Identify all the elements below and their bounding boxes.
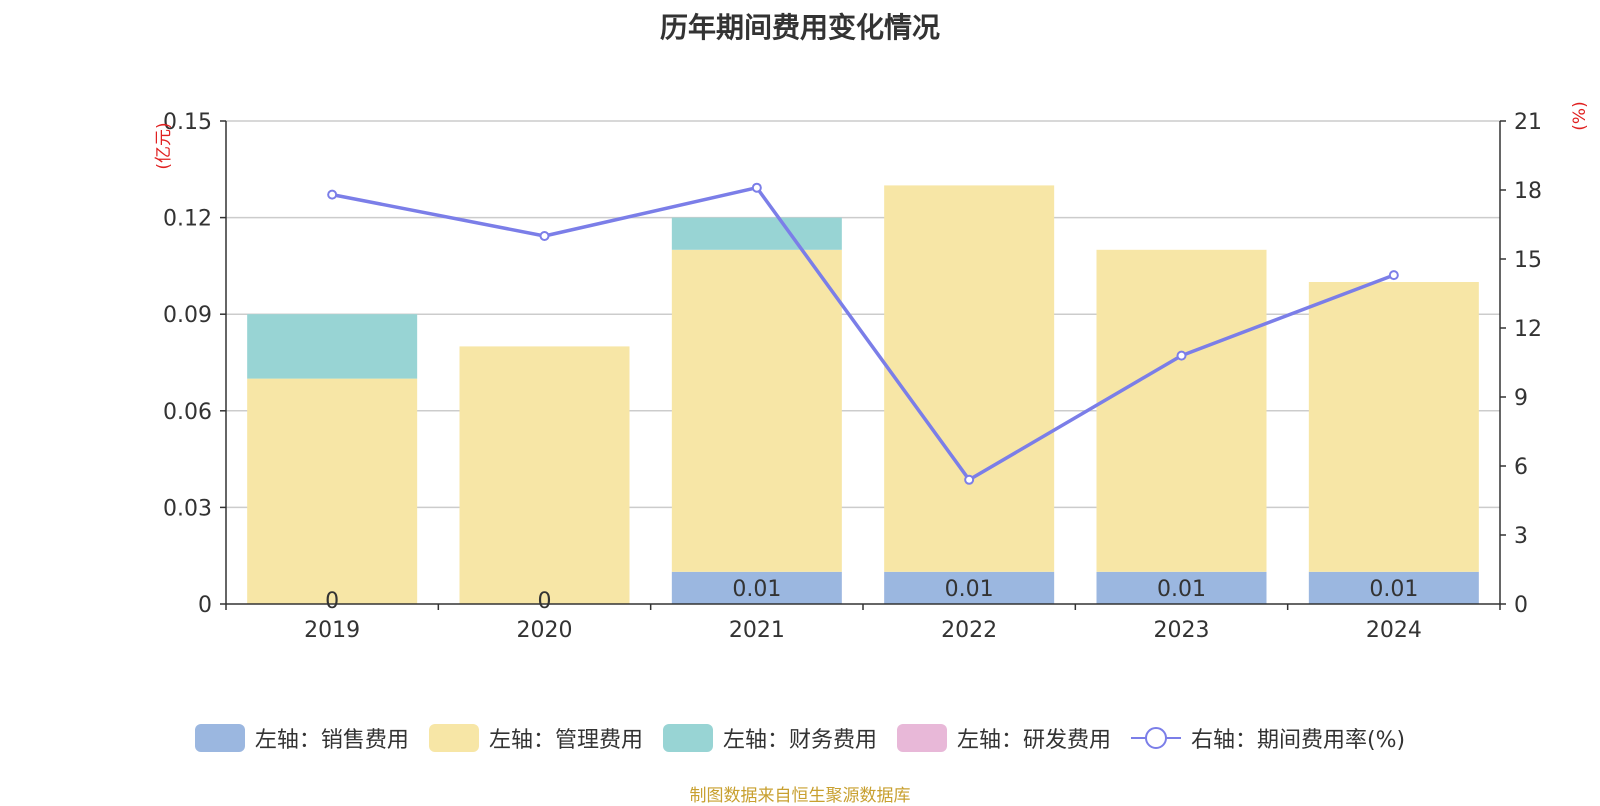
- x-tick-label: 2021: [729, 618, 785, 643]
- right-tick-label: 0: [1514, 593, 1528, 618]
- rate-point: [1388, 270, 1399, 281]
- bar-segment: [671, 217, 842, 250]
- bar-data-label: 0.01: [732, 577, 781, 602]
- x-tick-label: 2024: [1366, 618, 1422, 643]
- legend-swatch-rate: [1130, 724, 1181, 752]
- bar-data-label: 0: [325, 589, 339, 614]
- left-tick-label: 0.12: [163, 207, 212, 232]
- legend-item-admin[interactable]: 左轴：管理费用: [428, 722, 643, 754]
- left-tick-label: 0.03: [163, 496, 212, 521]
- bar-segment: [459, 346, 630, 604]
- legend-label-rate: 右轴：期间费用率(%): [1190, 728, 1406, 753]
- bar-segment: [1308, 571, 1479, 604]
- bar-segment: [671, 571, 842, 604]
- right-tick-label: 15: [1514, 248, 1542, 273]
- x-tick-label: 2019: [304, 618, 360, 643]
- bar-segment: [247, 378, 418, 604]
- legend-item-rate[interactable]: 右轴：期间费用率(%): [1130, 722, 1406, 754]
- right-axis-unit: (%): [1570, 101, 1590, 130]
- bar-segment: [1096, 249, 1267, 572]
- legend-swatch-admin: [428, 724, 479, 752]
- bar-data-label: 0.01: [1157, 577, 1206, 602]
- legend-swatch-rnd: [896, 724, 947, 752]
- x-tick-label: 2023: [1154, 618, 1210, 643]
- legend-item-sales[interactable]: 左轴：销售费用: [194, 722, 409, 754]
- legend-item-finance[interactable]: 左轴：财务费用: [662, 722, 877, 754]
- chart-canvas: 0 0.03 0.06 0.09 0.12 0.15 0 3 6 9 12 15 18 21 (亿元) (%)…: [154, 101, 1590, 643]
- x-tick-label: 2022: [941, 618, 997, 643]
- rate-point: [539, 231, 550, 241]
- legend-label-finance: 左轴：财务费用: [722, 728, 877, 753]
- bar-data-label: 0.01: [945, 577, 994, 602]
- left-tick-label: 0.15: [163, 110, 212, 135]
- chart-title: 历年期间费用变化情况: [659, 11, 940, 44]
- legend-swatch-finance: [662, 724, 713, 752]
- rate-point: [751, 182, 762, 193]
- legend-swatch-sales: [194, 724, 245, 752]
- bar-segment: [884, 185, 1055, 572]
- left-tick-label: 0: [198, 593, 212, 618]
- left-axis-unit: (亿元): [154, 122, 174, 169]
- legend-item-rnd[interactable]: 左轴：研发费用: [896, 722, 1111, 754]
- bar-data-label: 0: [538, 589, 552, 614]
- rate-point: [964, 474, 975, 485]
- right-tick-label: 12: [1514, 317, 1542, 342]
- legend-label-sales: 左轴：销售费用: [254, 728, 409, 753]
- bar-segment: [671, 249, 842, 572]
- left-tick-label: 0.06: [163, 400, 212, 425]
- bar-segment: [1308, 282, 1479, 572]
- x-tick-label: 2020: [517, 618, 573, 643]
- left-tick-label: 0.09: [163, 303, 212, 328]
- right-tick-label: 9: [1514, 386, 1528, 411]
- right-tick-label: 3: [1514, 524, 1528, 549]
- bar-data-label: 0.01: [1369, 577, 1418, 602]
- legend-label-admin: 左轴：管理费用: [488, 728, 643, 753]
- rate-point: [327, 189, 338, 200]
- bar-segment: [1096, 571, 1267, 604]
- bar-segment: [884, 571, 1055, 604]
- rate-point: [1176, 350, 1187, 361]
- legend: 左轴：销售费用 左轴：管理费用 左轴：财务费用 左轴：研发费用 右轴：期间费用率…: [0, 722, 1600, 754]
- source-note: 制图数据来自恒生聚源数据库: [689, 786, 911, 806]
- right-tick-label: 6: [1514, 455, 1528, 480]
- rate-line: [331, 185, 1395, 482]
- right-tick-label: 21: [1514, 110, 1542, 135]
- legend-label-rnd: 左轴：研发费用: [956, 728, 1111, 753]
- bar-segment: [247, 314, 418, 379]
- right-tick-label: 18: [1514, 179, 1542, 204]
